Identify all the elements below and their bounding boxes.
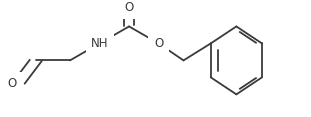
Text: O: O — [154, 37, 163, 50]
FancyBboxPatch shape — [148, 32, 169, 55]
FancyBboxPatch shape — [118, 0, 140, 18]
FancyBboxPatch shape — [2, 72, 23, 94]
Text: O: O — [124, 1, 134, 14]
Text: NH: NH — [91, 37, 108, 50]
Text: O: O — [8, 77, 17, 90]
FancyBboxPatch shape — [86, 32, 114, 55]
